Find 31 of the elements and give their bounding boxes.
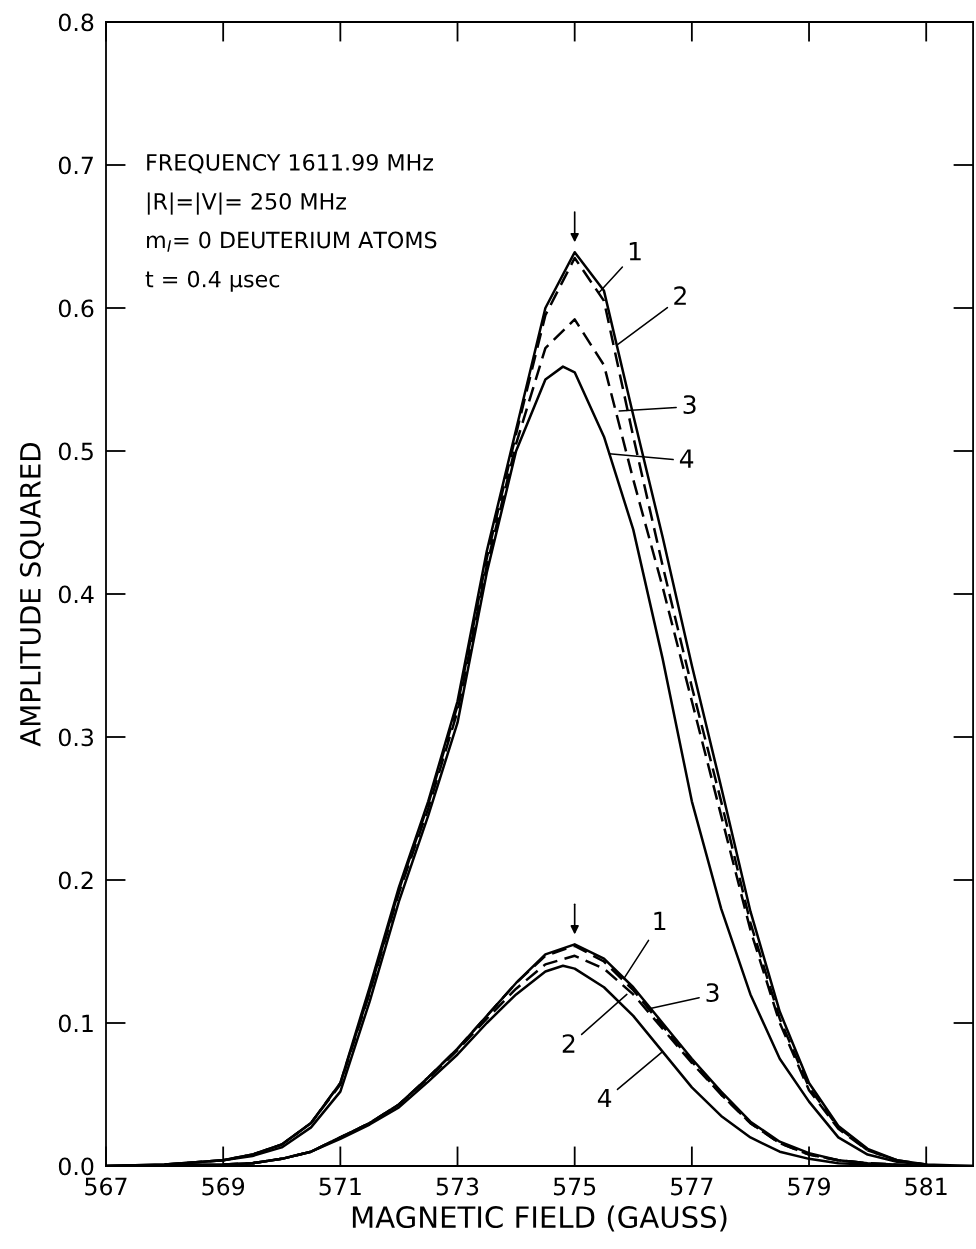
y-axis-title: AMPLITUDE SQUARED: [19, 442, 45, 747]
annotation: t = 0.4 μsec: [145, 270, 280, 292]
x-tick-label: 575: [553, 1177, 596, 1196]
x-axis-title: MAGNETIC FIELD (GAUSS): [352, 1205, 727, 1232]
y-tick-label: 0.8: [58, 13, 94, 32]
x-tick-label: 573: [436, 1177, 479, 1196]
y-tick-label: 0.5: [58, 442, 93, 461]
y-tick-label: 0.0: [58, 1157, 94, 1176]
x-tick-label: 571: [319, 1177, 361, 1196]
annotation: 1: [654, 911, 666, 931]
y-tick-label: 0.1: [58, 1014, 93, 1033]
annotation: 3: [683, 395, 696, 415]
annotation: 3: [706, 983, 719, 1003]
x-tick-label: 569: [202, 1177, 245, 1196]
y-tick-label: 0.2: [58, 871, 93, 890]
y-tick-label: 0.4: [58, 585, 94, 604]
annotation: 4: [597, 1088, 612, 1108]
annotation: FREQUENCY 1611.99 MHz: [147, 153, 434, 174]
x-tick-label: 577: [671, 1177, 713, 1196]
annotation: 1: [629, 242, 641, 261]
y-tick-label: 0.6: [58, 299, 94, 318]
annotation: |R|=|V|= 250 MHz: [147, 192, 346, 215]
x-tick-label: 579: [788, 1177, 830, 1196]
annotation: m$_{I}$= 0 DEUTERIUM ATOMS: [147, 231, 437, 252]
x-tick-label: 567: [85, 1177, 127, 1196]
annotation: 2: [674, 286, 686, 305]
y-tick-label: 0.7: [58, 156, 93, 175]
annotation: 2: [562, 1034, 575, 1053]
x-tick-label: 581: [905, 1177, 947, 1196]
annotation: 4: [679, 449, 694, 468]
y-tick-label: 0.3: [58, 728, 93, 747]
